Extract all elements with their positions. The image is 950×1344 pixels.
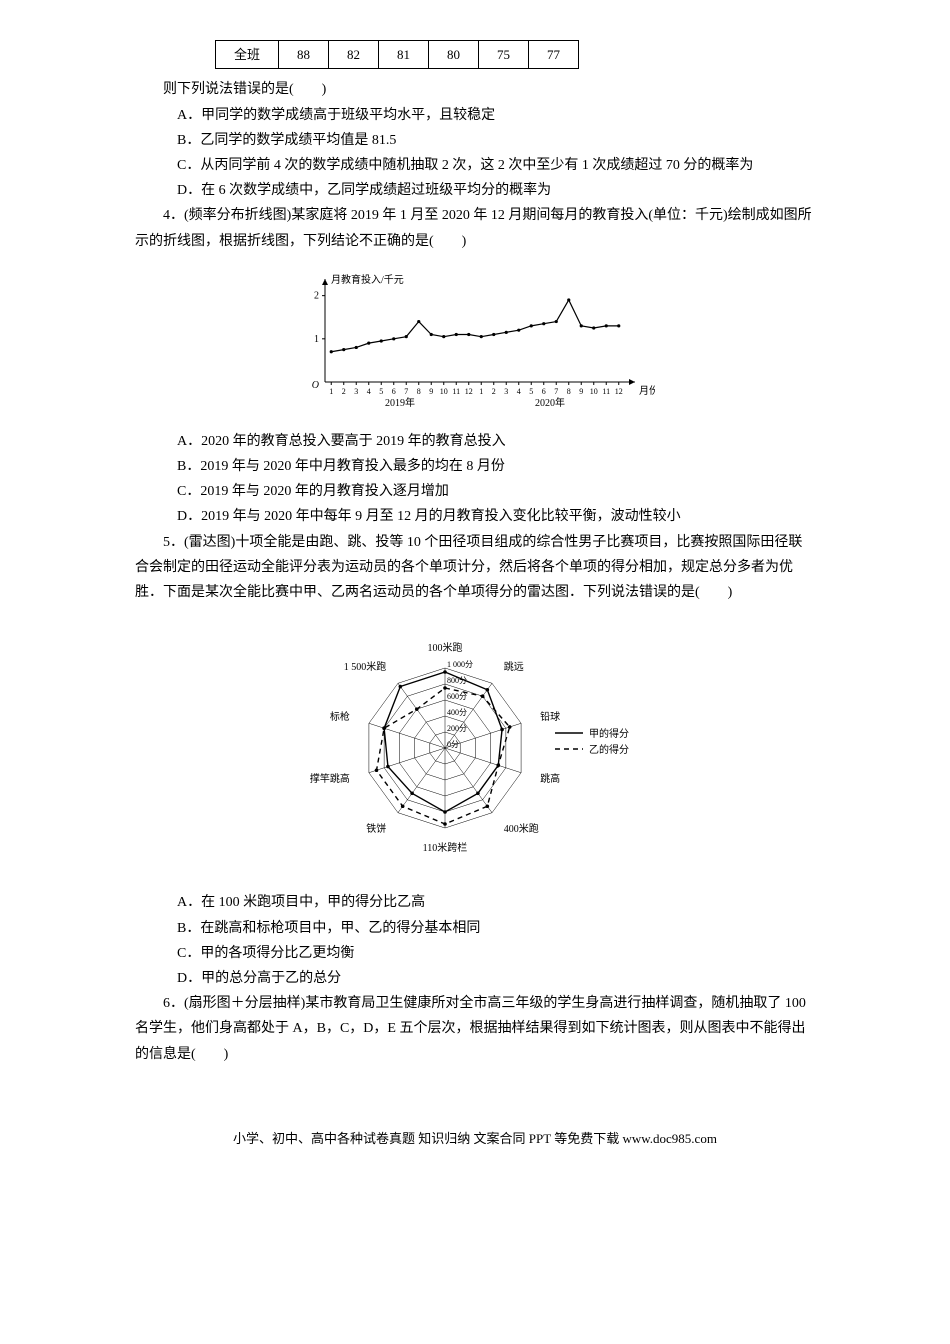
svg-text:6: 6	[392, 387, 396, 396]
svg-text:3: 3	[504, 387, 508, 396]
q4-option-a: A．2020 年的教育总投入要高于 2019 年的教育总投入	[135, 429, 815, 454]
svg-text:2: 2	[342, 387, 346, 396]
q4-line-chart: 月教育投入/千元12O12345678910111212345678910111…	[135, 262, 815, 421]
cell: 81	[379, 41, 429, 69]
cell: 77	[529, 41, 579, 69]
svg-text:撑竿跳高: 撑竿跳高	[310, 772, 350, 785]
svg-text:200分: 200分	[447, 724, 467, 733]
svg-text:11: 11	[602, 387, 610, 396]
table-row: 全班 88 82 81 80 75 77	[216, 41, 579, 69]
cell: 75	[479, 41, 529, 69]
svg-text:9: 9	[579, 387, 583, 396]
svg-text:月份: 月份	[639, 385, 655, 397]
row-header: 全班	[216, 41, 279, 69]
q4-option-b: B．2019 年与 2020 年中月教育投入最多的均在 8 月份	[135, 454, 815, 479]
svg-text:7: 7	[404, 387, 408, 396]
svg-text:2: 2	[492, 387, 496, 396]
svg-text:4: 4	[517, 387, 521, 396]
svg-text:12: 12	[465, 387, 473, 396]
svg-text:9: 9	[429, 387, 433, 396]
q5-option-d: D．甲的总分高于乙的总分	[135, 966, 815, 991]
svg-text:4: 4	[367, 387, 371, 396]
svg-text:6: 6	[542, 387, 546, 396]
q5-option-c: C．甲的各项得分比乙更均衡	[135, 941, 815, 966]
question-stem: 则下列说法错误的是( )	[135, 77, 815, 102]
svg-text:1: 1	[479, 387, 483, 396]
svg-text:2: 2	[314, 290, 319, 301]
class-score-table: 全班 88 82 81 80 75 77	[215, 40, 579, 69]
svg-text:400分: 400分	[447, 708, 467, 717]
svg-text:标枪: 标枪	[330, 710, 350, 723]
svg-text:1: 1	[314, 334, 319, 345]
svg-text:11: 11	[452, 387, 460, 396]
svg-text:铁饼: 铁饼	[366, 822, 386, 835]
svg-text:5: 5	[379, 387, 383, 396]
page-footer: 小学、初中、高中各种试卷真题 知识归纳 文案合同 PPT 等免费下载 www.d…	[135, 1127, 815, 1150]
svg-text:3: 3	[354, 387, 358, 396]
cell: 88	[279, 41, 329, 69]
q5-option-b: B．在跳高和标枪项目中，甲、乙的得分基本相同	[135, 916, 815, 941]
svg-text:铅球: 铅球	[540, 710, 560, 723]
svg-text:0分: 0分	[447, 740, 459, 749]
svg-text:8: 8	[417, 387, 421, 396]
svg-text:100米跑: 100米跑	[428, 641, 463, 654]
option-a: A．甲同学的数学成绩高于班级平均水平，且较稳定	[135, 103, 815, 128]
cell: 80	[429, 41, 479, 69]
q4-stem: 4．(频率分布折线图)某家庭将 2019 年 1 月至 2020 年 12 月期…	[135, 203, 815, 253]
svg-text:7: 7	[554, 387, 558, 396]
svg-text:甲的得分: 甲的得分	[589, 727, 629, 740]
svg-text:1: 1	[329, 387, 333, 396]
q4-option-c: C．2019 年与 2020 年的月教育投入逐月增加	[135, 479, 815, 504]
q4-option-d: D．2019 年与 2020 年中每年 9 月至 12 月的月教育投入变化比较平…	[135, 504, 815, 529]
svg-text:乙的得分: 乙的得分	[589, 743, 629, 756]
svg-text:2020年: 2020年	[535, 396, 565, 409]
q6-stem: 6．(扇形图＋分层抽样)某市教育局卫生健康所对全市高三年级的学生身高进行抽样调查…	[135, 991, 815, 1067]
svg-text:1 500米跑: 1 500米跑	[344, 660, 387, 673]
svg-text:400米跑: 400米跑	[504, 822, 539, 835]
svg-text:2019年: 2019年	[385, 396, 415, 409]
cell: 82	[329, 41, 379, 69]
option-b: B．乙同学的数学成绩平均值是 81.5	[135, 128, 815, 153]
svg-text:10: 10	[590, 387, 598, 396]
svg-text:O: O	[312, 380, 319, 391]
svg-text:110米跨栏: 110米跨栏	[423, 841, 468, 854]
q5-radar-chart: 100米跑跳远铅球跳高 400米跑 110米跨栏 铁饼 撑竿跳高 标枪 1 500米跑 0分 2…	[135, 613, 815, 882]
svg-text:5: 5	[529, 387, 533, 396]
svg-text:12: 12	[615, 387, 623, 396]
q5-stem: 5．(雷达图)十项全能是由跑、跳、投等 10 个田径项目组成的综合性男子比赛项目…	[135, 530, 815, 606]
q5-option-a: A．在 100 米跑项目中，甲的得分比乙高	[135, 890, 815, 915]
option-c: C．从丙同学前 4 次的数学成绩中随机抽取 2 次，这 2 次中至少有 1 次成…	[135, 153, 815, 178]
option-d: D．在 6 次数学成绩中，乙同学成绩超过班级平均分的概率为	[135, 178, 815, 203]
svg-text:月教育投入/千元: 月教育投入/千元	[331, 273, 404, 286]
svg-text:跳远: 跳远	[504, 660, 524, 673]
svg-text:10: 10	[440, 387, 448, 396]
svg-text:1 000分: 1 000分	[447, 660, 473, 669]
svg-text:8: 8	[567, 387, 571, 396]
svg-text:跳高: 跳高	[540, 772, 560, 785]
svg-text:600分: 600分	[447, 692, 467, 701]
